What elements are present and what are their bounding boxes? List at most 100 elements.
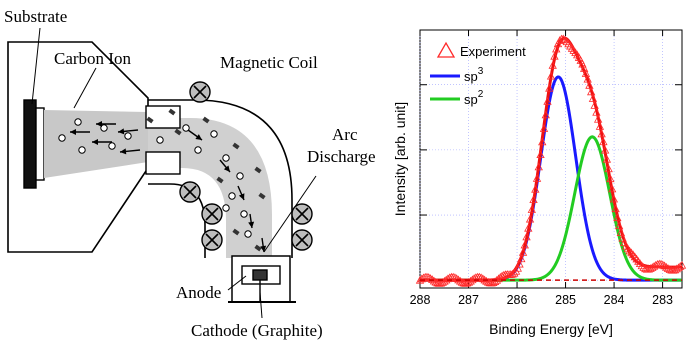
label-carbon-ion: Carbon Ion xyxy=(54,49,131,68)
experiment-point xyxy=(550,51,559,60)
experiment-point xyxy=(534,162,543,171)
carbon-ion-particle xyxy=(58,134,66,142)
experiment-point xyxy=(595,122,605,130)
experiment-point xyxy=(656,259,666,268)
experiment-point xyxy=(651,260,660,269)
experiment-point xyxy=(599,137,608,146)
carbon-ion-particle xyxy=(194,146,202,154)
experiment-point xyxy=(614,221,624,230)
experiment-point xyxy=(660,261,669,270)
experiment-point xyxy=(515,259,524,268)
experiment-point xyxy=(538,137,547,146)
experiment-point xyxy=(600,145,610,154)
carbon-ion-particle xyxy=(182,124,190,132)
experiment-point xyxy=(529,195,538,204)
experiment-point xyxy=(452,274,461,282)
experiment-point xyxy=(672,264,681,273)
label-arc: Arc xyxy=(332,125,358,144)
carbon-ion-particle xyxy=(78,146,86,154)
experiment-point xyxy=(517,254,526,263)
carbon-ion-particle xyxy=(222,204,230,212)
arrow-head xyxy=(92,139,98,145)
experiment-point xyxy=(607,184,617,193)
experiment-point xyxy=(618,233,627,242)
experiment-point xyxy=(489,278,498,286)
arrow-head xyxy=(238,193,245,200)
experiment-point xyxy=(658,260,667,269)
carbon-ion-particle xyxy=(74,118,82,126)
experiment-markers xyxy=(415,34,687,287)
experiment-point xyxy=(585,80,594,89)
apparatus-diagram xyxy=(7,27,317,319)
experiment-point xyxy=(522,232,531,241)
experiment-point xyxy=(580,64,589,72)
label-cathode: Cathode (Graphite) xyxy=(191,321,323,340)
experiment-point xyxy=(532,174,542,182)
experiment-point xyxy=(562,37,571,46)
carbon-ion-particle xyxy=(156,136,164,144)
arrow-head xyxy=(195,134,202,140)
macroparticle xyxy=(146,116,154,124)
arrow-head xyxy=(70,129,76,135)
label-magnetic-coil: Magnetic Coil xyxy=(220,53,318,72)
experiment-point xyxy=(545,83,554,92)
experiment-point xyxy=(587,87,596,96)
carbon-ion-particle xyxy=(124,132,132,140)
experiment-point xyxy=(613,213,622,222)
magnetic-coil-icon xyxy=(201,203,223,225)
x-ticks: 288 287 286 285 284 283 xyxy=(410,30,673,307)
experiment-point xyxy=(555,36,564,44)
legend-label-sp3: sp3 xyxy=(464,66,484,84)
magnetic-coil-icon xyxy=(201,229,223,251)
experiment-point xyxy=(592,107,601,116)
legend-label-experiment: Experiment xyxy=(460,44,526,59)
experiment-point xyxy=(450,273,460,282)
experiment-point xyxy=(649,261,659,270)
arrow-head xyxy=(96,121,102,127)
experiment-point xyxy=(606,174,615,183)
experiment-point xyxy=(623,244,633,253)
experiment-point xyxy=(630,252,640,261)
y-axis-label: Intensity [arb. unit] xyxy=(392,102,408,216)
carbon-ion-particle xyxy=(228,192,236,200)
experiment-point xyxy=(571,48,580,57)
experiment-point xyxy=(428,275,437,284)
cathode-target xyxy=(252,269,268,281)
macroparticle xyxy=(216,176,224,184)
carbon-ion-particle xyxy=(236,172,244,180)
experiment-point xyxy=(583,74,592,83)
x-tick-label: 287 xyxy=(458,293,479,307)
magnetic-coil-icon xyxy=(189,81,211,103)
macroparticle xyxy=(254,166,262,174)
xps-chart: 288 287 286 285 284 283 Experiment sp3 sp2 Bi… xyxy=(392,29,687,337)
macroparticle xyxy=(202,116,210,124)
experiment-point xyxy=(634,256,643,265)
legend-label-sp2: sp2 xyxy=(464,89,484,107)
macroparticle xyxy=(258,192,266,200)
experiment-point xyxy=(628,250,638,259)
experiment-point xyxy=(564,39,573,48)
experiment-point xyxy=(602,154,612,163)
legend: Experiment sp3 sp2 xyxy=(430,41,526,107)
leader-substrate xyxy=(31,27,41,105)
experiment-point xyxy=(552,44,561,53)
experiment-point xyxy=(578,59,587,68)
grid-lines xyxy=(419,30,682,288)
experiment-point xyxy=(588,94,598,102)
experiment-point xyxy=(677,260,687,269)
experiment-point xyxy=(525,214,535,223)
experiment-point xyxy=(604,164,613,173)
label-anode: Anode xyxy=(176,283,221,302)
experiment-point xyxy=(426,274,435,282)
experiment-point xyxy=(627,248,636,257)
experiment-point xyxy=(567,43,577,52)
arrow-head xyxy=(120,148,127,155)
experiment-point xyxy=(560,35,570,44)
experiment-point xyxy=(510,268,519,277)
experiment-point xyxy=(632,254,641,263)
macroparticle xyxy=(174,128,182,136)
experiment-point xyxy=(566,41,575,50)
x-tick-label: 285 xyxy=(555,293,576,307)
experiment-point xyxy=(513,263,522,272)
experiment-point xyxy=(475,272,484,281)
